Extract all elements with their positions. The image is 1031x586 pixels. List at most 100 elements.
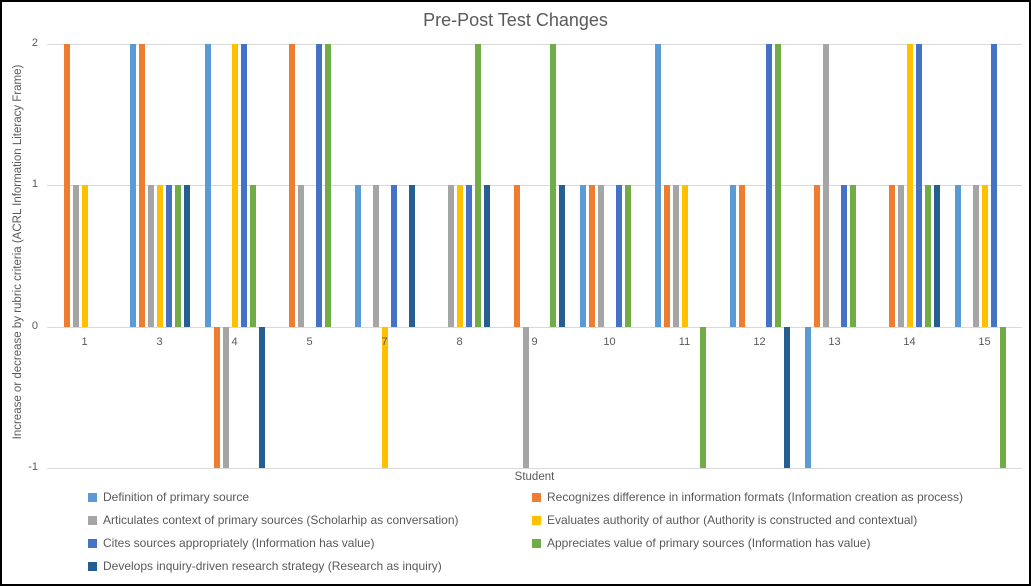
- legend-item-series4: Evaluates authority of author (Authority…: [532, 513, 963, 527]
- legend-item-series2: Recognizes difference in information for…: [532, 490, 963, 504]
- legend-marker-icon: [532, 538, 541, 548]
- legend-item-series3: Articulates context of primary sources (…: [88, 513, 532, 527]
- x-tick-label-12: 12: [753, 336, 766, 348]
- bar-series3-student11: [672, 185, 679, 327]
- bar-series4-student1: [81, 185, 88, 327]
- bar-series5-student15: [990, 44, 997, 327]
- bar-series5-student14: [915, 44, 922, 327]
- bar-series3-student8: [447, 185, 454, 327]
- bar-series2-student10: [588, 185, 595, 327]
- bar-series7-student8: [483, 185, 490, 327]
- bar-series6-student12: [774, 44, 781, 327]
- bar-series7-student14: [933, 185, 940, 327]
- bar-series2-student11: [663, 185, 670, 327]
- legend-label: Recognizes difference in information for…: [547, 490, 963, 504]
- bar-series2-student13: [813, 185, 820, 327]
- legend-marker-icon: [532, 515, 541, 525]
- bar-series6-student3: [174, 185, 181, 327]
- bar-series3-student15: [972, 185, 979, 327]
- bar-series5-student10: [615, 185, 622, 327]
- bar-series4-student3: [156, 185, 163, 327]
- x-tick-label-5: 5: [306, 336, 313, 348]
- bar-series1-student11: [654, 44, 661, 327]
- gridline-y--1: [47, 468, 1022, 469]
- bar-series7-student9: [558, 185, 565, 327]
- bar-series5-student3: [165, 185, 172, 327]
- bar-series6-student8: [474, 44, 481, 327]
- x-tick-label-3: 3: [156, 336, 163, 348]
- bar-series4-student7: [381, 326, 388, 468]
- bar-series6-student5: [324, 44, 331, 327]
- bar-series7-student7: [408, 185, 415, 327]
- y-tick-label: 0: [31, 319, 38, 332]
- bar-series6-student4: [249, 185, 256, 327]
- bar-series3-student10: [597, 185, 604, 327]
- legend-label: Definition of primary source: [103, 490, 250, 504]
- bar-series1-student10: [579, 185, 586, 327]
- x-tick-label-8: 8: [456, 336, 463, 348]
- bar-series4-student14: [906, 44, 913, 327]
- legend-marker-icon: [88, 515, 97, 525]
- bar-series3-student4: [222, 326, 229, 468]
- legend: Definition of primary source Recognizes d…: [88, 490, 963, 573]
- x-tick-label-1: 1: [81, 336, 88, 348]
- x-tick-label-10: 10: [603, 336, 616, 348]
- bar-series3-student1: [72, 185, 79, 327]
- bar-series2-student14: [888, 185, 895, 327]
- bar-series6-student9: [549, 44, 556, 327]
- legend-item-series7: Develops inquiry-driven research strateg…: [88, 559, 532, 573]
- bar-series1-student13: [804, 326, 811, 468]
- x-axis-title: Student: [514, 471, 555, 483]
- bar-series6-student14: [924, 185, 931, 327]
- bar-series4-student8: [456, 185, 463, 327]
- bar-series6-student10: [624, 185, 631, 327]
- bar-series5-student13: [840, 185, 847, 327]
- bar-series5-student5: [315, 44, 322, 327]
- legend-label: Develops inquiry-driven research strateg…: [103, 559, 442, 573]
- gridline-y-0: [47, 326, 1022, 328]
- y-tick-label: -1: [28, 461, 38, 473]
- y-tick-label: 1: [31, 178, 38, 191]
- x-tick-label-7: 7: [381, 336, 388, 348]
- legend-label: Appreciates value of primary sources (In…: [547, 536, 871, 550]
- x-tick-label-11: 11: [678, 336, 691, 348]
- bar-series3-student9: [522, 326, 529, 468]
- bar-series4-student4: [231, 44, 238, 327]
- bar-series3-student7: [372, 185, 379, 327]
- bar-series4-student11: [681, 185, 688, 327]
- legend-item-series1: Definition of primary source: [88, 490, 532, 504]
- legend-label: Articulates context of primary sources (…: [103, 513, 459, 527]
- gridline-y-1: [47, 185, 1022, 187]
- bar-series5-student7: [390, 185, 397, 327]
- legend-item-series6: Appreciates value of primary sources (In…: [532, 536, 963, 550]
- legend-marker-icon: [88, 492, 97, 502]
- x-tick-label-4: 4: [231, 336, 238, 348]
- bar-series2-student3: [138, 44, 145, 327]
- legend-item-series5: Cites sources appropriately (Information…: [88, 536, 532, 550]
- legend-label: Evaluates authority of author (Authority…: [547, 513, 918, 527]
- bar-series2-student1: [63, 44, 70, 327]
- legend-marker-icon: [532, 492, 541, 502]
- bar-series6-student11: [699, 326, 706, 468]
- legend-marker-icon: [88, 538, 97, 548]
- bar-series3-student14: [897, 185, 904, 327]
- bar-series7-student4: [258, 326, 265, 468]
- legend-label: Cites sources appropriately (Information…: [103, 536, 375, 550]
- bar-series3-student3: [147, 185, 154, 327]
- bar-series1-student7: [354, 185, 361, 327]
- y-axis-title: Increase or decrease by rubric criteria …: [12, 64, 24, 440]
- bar-series6-student13: [849, 185, 856, 327]
- chart-title: Pre-Post Test Changes: [423, 10, 608, 30]
- bar-series1-student3: [129, 44, 136, 327]
- bar-series2-student4: [213, 326, 220, 468]
- bar-series1-student12: [729, 185, 736, 327]
- bar-series7-student12: [783, 326, 790, 468]
- bar-series2-student5: [288, 44, 295, 327]
- x-tick-label-13: 13: [828, 336, 841, 348]
- bar-series7-student3: [183, 185, 190, 327]
- bar-series4-student15: [981, 185, 988, 327]
- bar-series2-student12: [738, 185, 745, 327]
- legend-marker-icon: [88, 561, 97, 571]
- bar-series6-student15: [999, 326, 1006, 468]
